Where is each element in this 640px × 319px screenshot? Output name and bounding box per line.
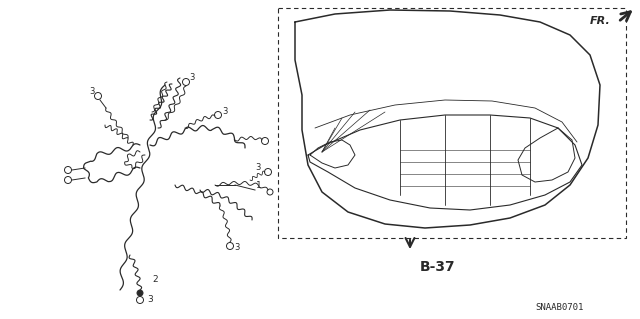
Text: B-37: B-37 [420, 260, 456, 274]
Text: 3: 3 [90, 87, 95, 97]
Bar [278, 8, 626, 238]
Text: 1: 1 [256, 181, 262, 189]
Text: SNAAB0701: SNAAB0701 [536, 303, 584, 313]
Text: 3: 3 [222, 108, 228, 116]
Text: 2: 2 [152, 276, 158, 285]
Circle shape [137, 290, 143, 296]
Text: 3: 3 [255, 164, 260, 173]
Text: 3: 3 [189, 73, 195, 83]
Text: FR.: FR. [590, 16, 611, 26]
Text: 3: 3 [147, 295, 153, 305]
Text: 3: 3 [234, 242, 240, 251]
